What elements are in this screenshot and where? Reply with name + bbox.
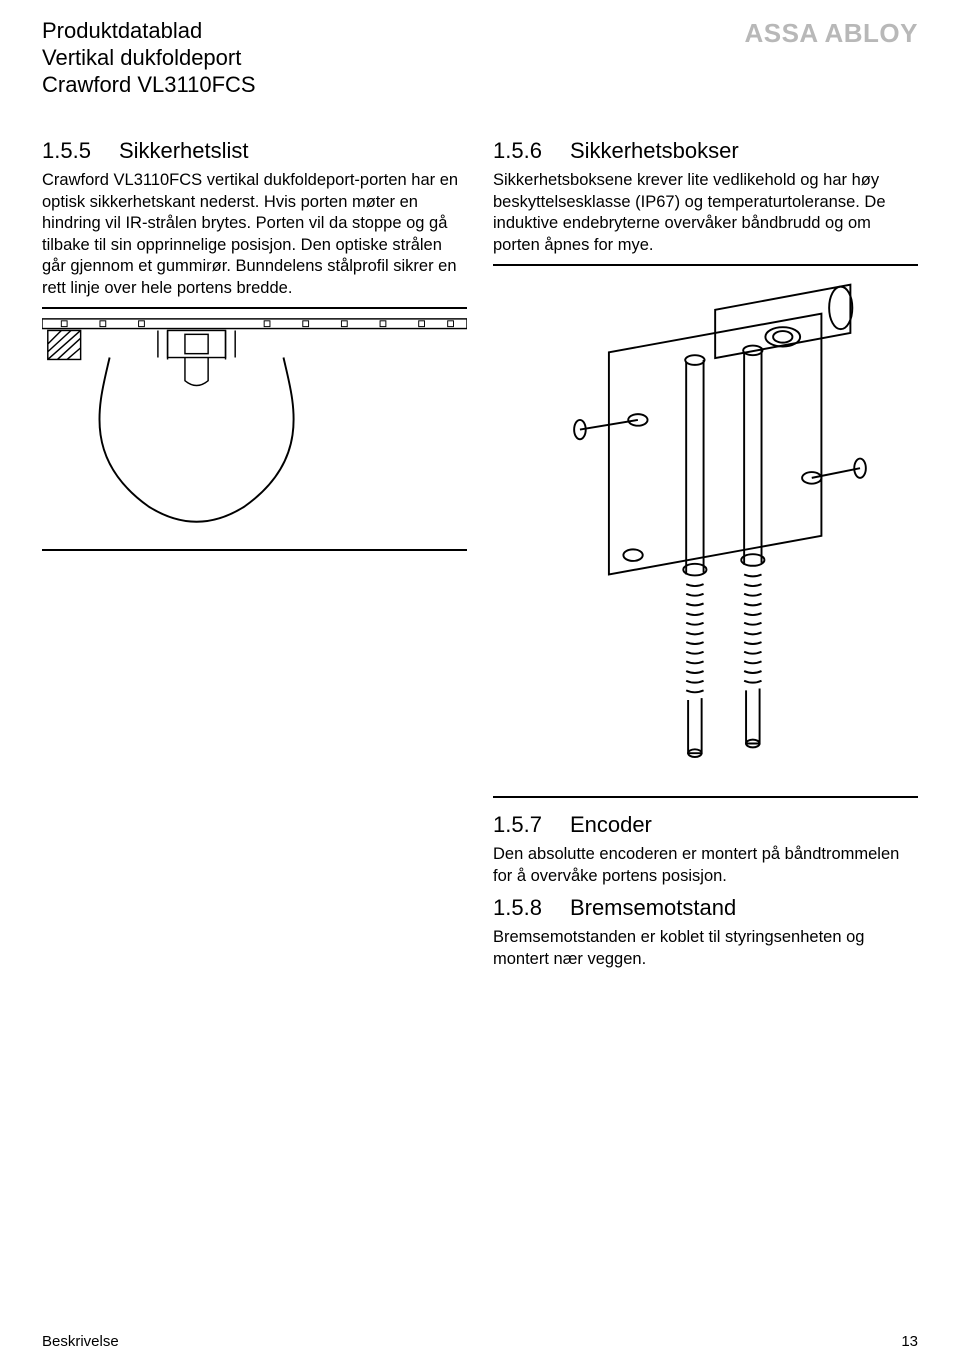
section-head-155: 1.5.5 Sikkerhetslist bbox=[42, 138, 467, 164]
header-line-3: Crawford VL3110FCS bbox=[42, 72, 256, 99]
figure-safety-edge bbox=[42, 307, 467, 551]
header-line-2: Vertikal dukfoldeport bbox=[42, 45, 256, 72]
page-header: Produktdatablad Vertikal dukfoldeport Cr… bbox=[42, 18, 918, 98]
section-number: 1.5.7 bbox=[493, 812, 542, 838]
section-head-157: 1.5.7 Encoder bbox=[493, 812, 918, 838]
section-number: 1.5.8 bbox=[493, 895, 542, 921]
section-number: 1.5.6 bbox=[493, 138, 542, 164]
header-title-block: Produktdatablad Vertikal dukfoldeport Cr… bbox=[42, 18, 256, 98]
safety-box-diagram-icon bbox=[493, 266, 918, 796]
section-title: Bremsemotstand bbox=[570, 895, 736, 921]
section-title: Sikkerhetsbokser bbox=[570, 138, 739, 164]
content-columns: 1.5.5 Sikkerhetslist Crawford VL3110FCS … bbox=[42, 138, 918, 978]
section-title: Encoder bbox=[570, 812, 652, 838]
header-line-1: Produktdatablad bbox=[42, 18, 256, 45]
section-number: 1.5.5 bbox=[42, 138, 91, 164]
footer-section-label: Beskrivelse bbox=[42, 1333, 119, 1350]
section-body-157: Den absolutte encoderen er montert på bå… bbox=[493, 844, 918, 887]
footer-page-number: 13 bbox=[901, 1333, 918, 1350]
right-column: 1.5.6 Sikkerhetsbokser Sikkerhetsboksene… bbox=[493, 138, 918, 978]
page-footer: Beskrivelse 13 bbox=[42, 1333, 918, 1350]
section-title: Sikkerhetslist bbox=[119, 138, 249, 164]
left-column: 1.5.5 Sikkerhetslist Crawford VL3110FCS … bbox=[42, 138, 467, 978]
section-head-156: 1.5.6 Sikkerhetsbokser bbox=[493, 138, 918, 164]
section-body-158: Bremsemotstanden er koblet til styringse… bbox=[493, 927, 918, 970]
section-body-155: Crawford VL3110FCS vertikal dukfoldeport… bbox=[42, 170, 467, 299]
page: Produktdatablad Vertikal dukfoldeport Cr… bbox=[0, 0, 960, 1372]
section-head-158: 1.5.8 Bremsemotstand bbox=[493, 895, 918, 921]
figure-safety-box bbox=[493, 264, 918, 798]
brand-logo: ASSA ABLOY bbox=[744, 18, 918, 49]
section-body-156: Sikkerhetsboksene krever lite vedlikehol… bbox=[493, 170, 918, 256]
safety-edge-diagram-icon bbox=[42, 309, 467, 549]
